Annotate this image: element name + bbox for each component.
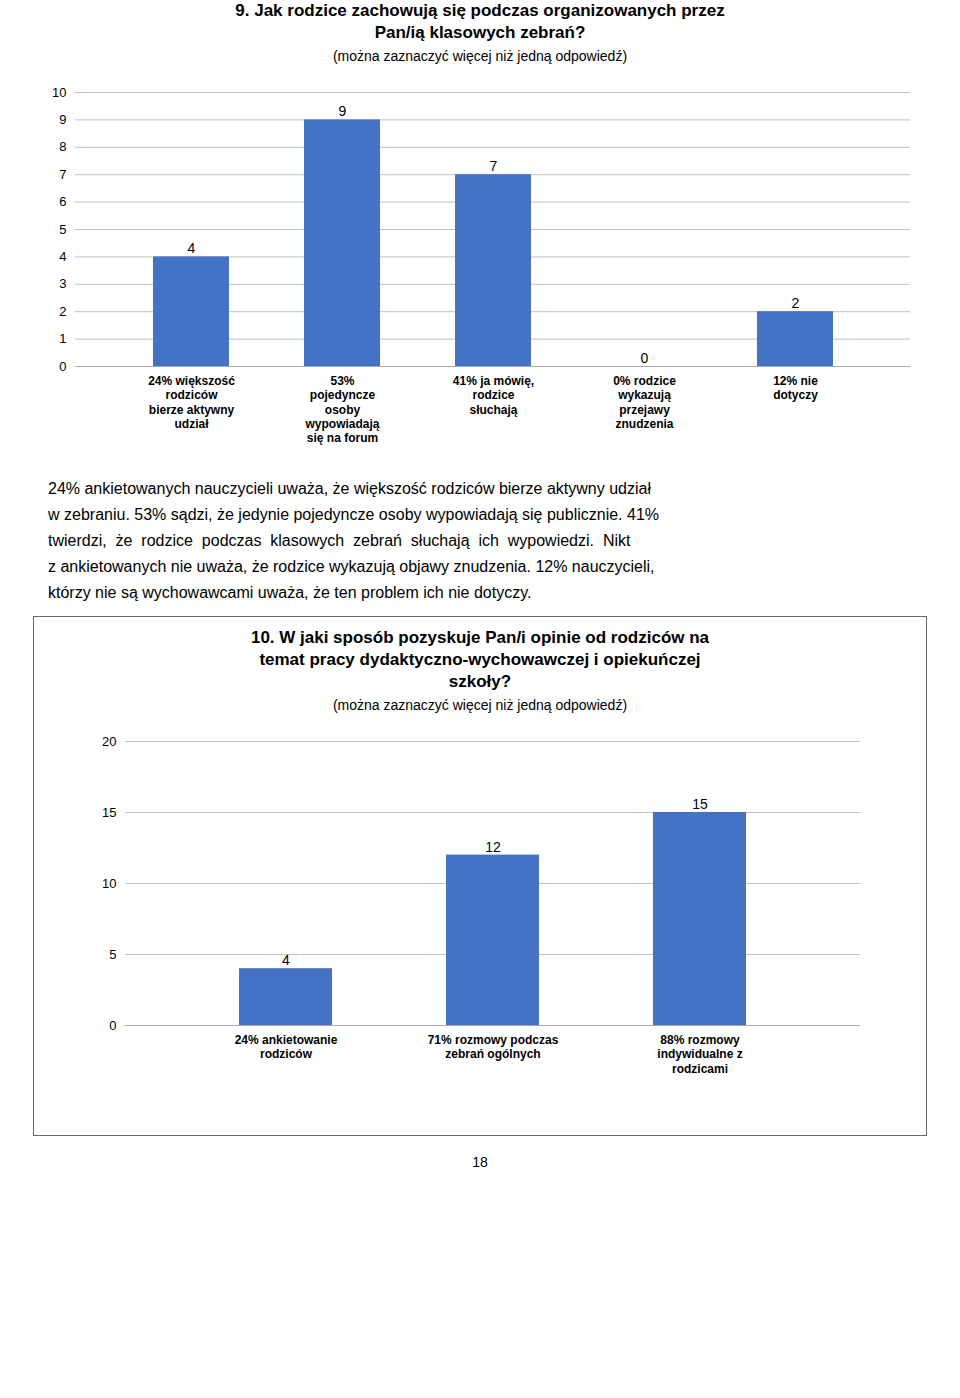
svg-text:4: 4: [59, 249, 66, 264]
svg-text:5: 5: [59, 222, 66, 237]
html-text:Pan/ią klasowych zebrań?: Pan/ią klasowych zebrań?: [374, 23, 586, 42]
html-text:w zebraniu. 53% sądzi, że jedy: w zebraniu. 53% sądzi, że jedynie pojedy…: [48, 506, 659, 523]
html-text:9. Jak rodzice zachowują się p: 9. Jak rodzice zachowują się podczas org…: [235, 1, 725, 20]
html-text:18: 18: [472, 1154, 488, 1170]
svg-text:53%pojedynczeosobywypowiadająs: 53%pojedynczeosobywypowiadająsię na foru…: [304, 374, 379, 446]
svg-text:24% ankietowanierodziców: 24% ankietowanierodziców: [235, 1033, 338, 1061]
svg-text:7: 7: [490, 158, 498, 174]
svg-text:6: 6: [59, 194, 66, 209]
svg-text:1: 1: [59, 331, 66, 346]
svg-text:15: 15: [102, 805, 116, 820]
html-text:10. W jaki sposób pozyskuje Pa: 10. W jaki sposób pozyskuje Pan/i opinie…: [250, 628, 710, 647]
svg-text:24% większośćrodzicówbierze ak: 24% większośćrodzicówbierze aktywnyudzia…: [148, 374, 235, 431]
svg-text:3: 3: [59, 276, 66, 291]
svg-text:0: 0: [109, 1018, 116, 1033]
svg-text:12% niedotyczy: 12% niedotyczy: [773, 374, 818, 402]
svg-text:9: 9: [339, 103, 347, 119]
svg-text:0: 0: [59, 359, 66, 374]
svg-text:9: 9: [59, 112, 66, 127]
svg-text:12: 12: [485, 839, 501, 855]
html-text:szkoły?: szkoły?: [448, 672, 512, 691]
svg-text:2: 2: [792, 295, 800, 311]
html-text:(można zaznaczyć więcej niż je: (można zaznaczyć więcej niż jedną odpowi…: [332, 48, 628, 64]
svg-text:7: 7: [59, 167, 66, 182]
svg-text:0% rodzicewykazująprzejawyznud: 0% rodzicewykazująprzejawyznudzenia: [613, 374, 676, 431]
html-text:temat pracy dydaktyczno-wychow: temat pracy dydaktyczno-wychowawczej i o…: [259, 650, 701, 669]
html-text:którzy nie są wychowawcami uwa: którzy nie są wychowawcami uważa, że ten…: [48, 584, 532, 601]
svg-text:71% rozmowy podczaszebrań ogól: 71% rozmowy podczaszebrań ogólnych: [428, 1033, 559, 1061]
html-text:24% ankietowanych nauczycieli: 24% ankietowanych nauczycieli uważa, że …: [48, 480, 651, 497]
html-text:twierdzi, że rodzice podczas k: twierdzi, że rodzice podczas klasowych z…: [48, 532, 631, 549]
svg-text:4: 4: [188, 240, 196, 256]
svg-text:41% ja mówię,rodzicesłuchają: 41% ja mówię,rodzicesłuchają: [453, 374, 534, 417]
svg-text:0: 0: [641, 350, 649, 366]
svg-text:2: 2: [59, 304, 66, 319]
svg-text:5: 5: [109, 947, 116, 962]
html-text:z ankietowanych nie uważa, że: z ankietowanych nie uważa, że rodzice wy…: [48, 558, 655, 575]
svg-text:10: 10: [102, 876, 116, 891]
svg-text:15: 15: [692, 796, 708, 812]
svg-text:4: 4: [282, 952, 290, 968]
svg-text:20: 20: [102, 734, 116, 749]
html-text:(można zaznaczyć więcej niż je: (można zaznaczyć więcej niż jedną odpowi…: [332, 697, 628, 713]
svg-text:88% rozmowyindywidualne zrodzi: 88% rozmowyindywidualne zrodzicami: [657, 1033, 742, 1076]
svg-text:10: 10: [52, 85, 66, 100]
svg-text:8: 8: [59, 139, 66, 154]
